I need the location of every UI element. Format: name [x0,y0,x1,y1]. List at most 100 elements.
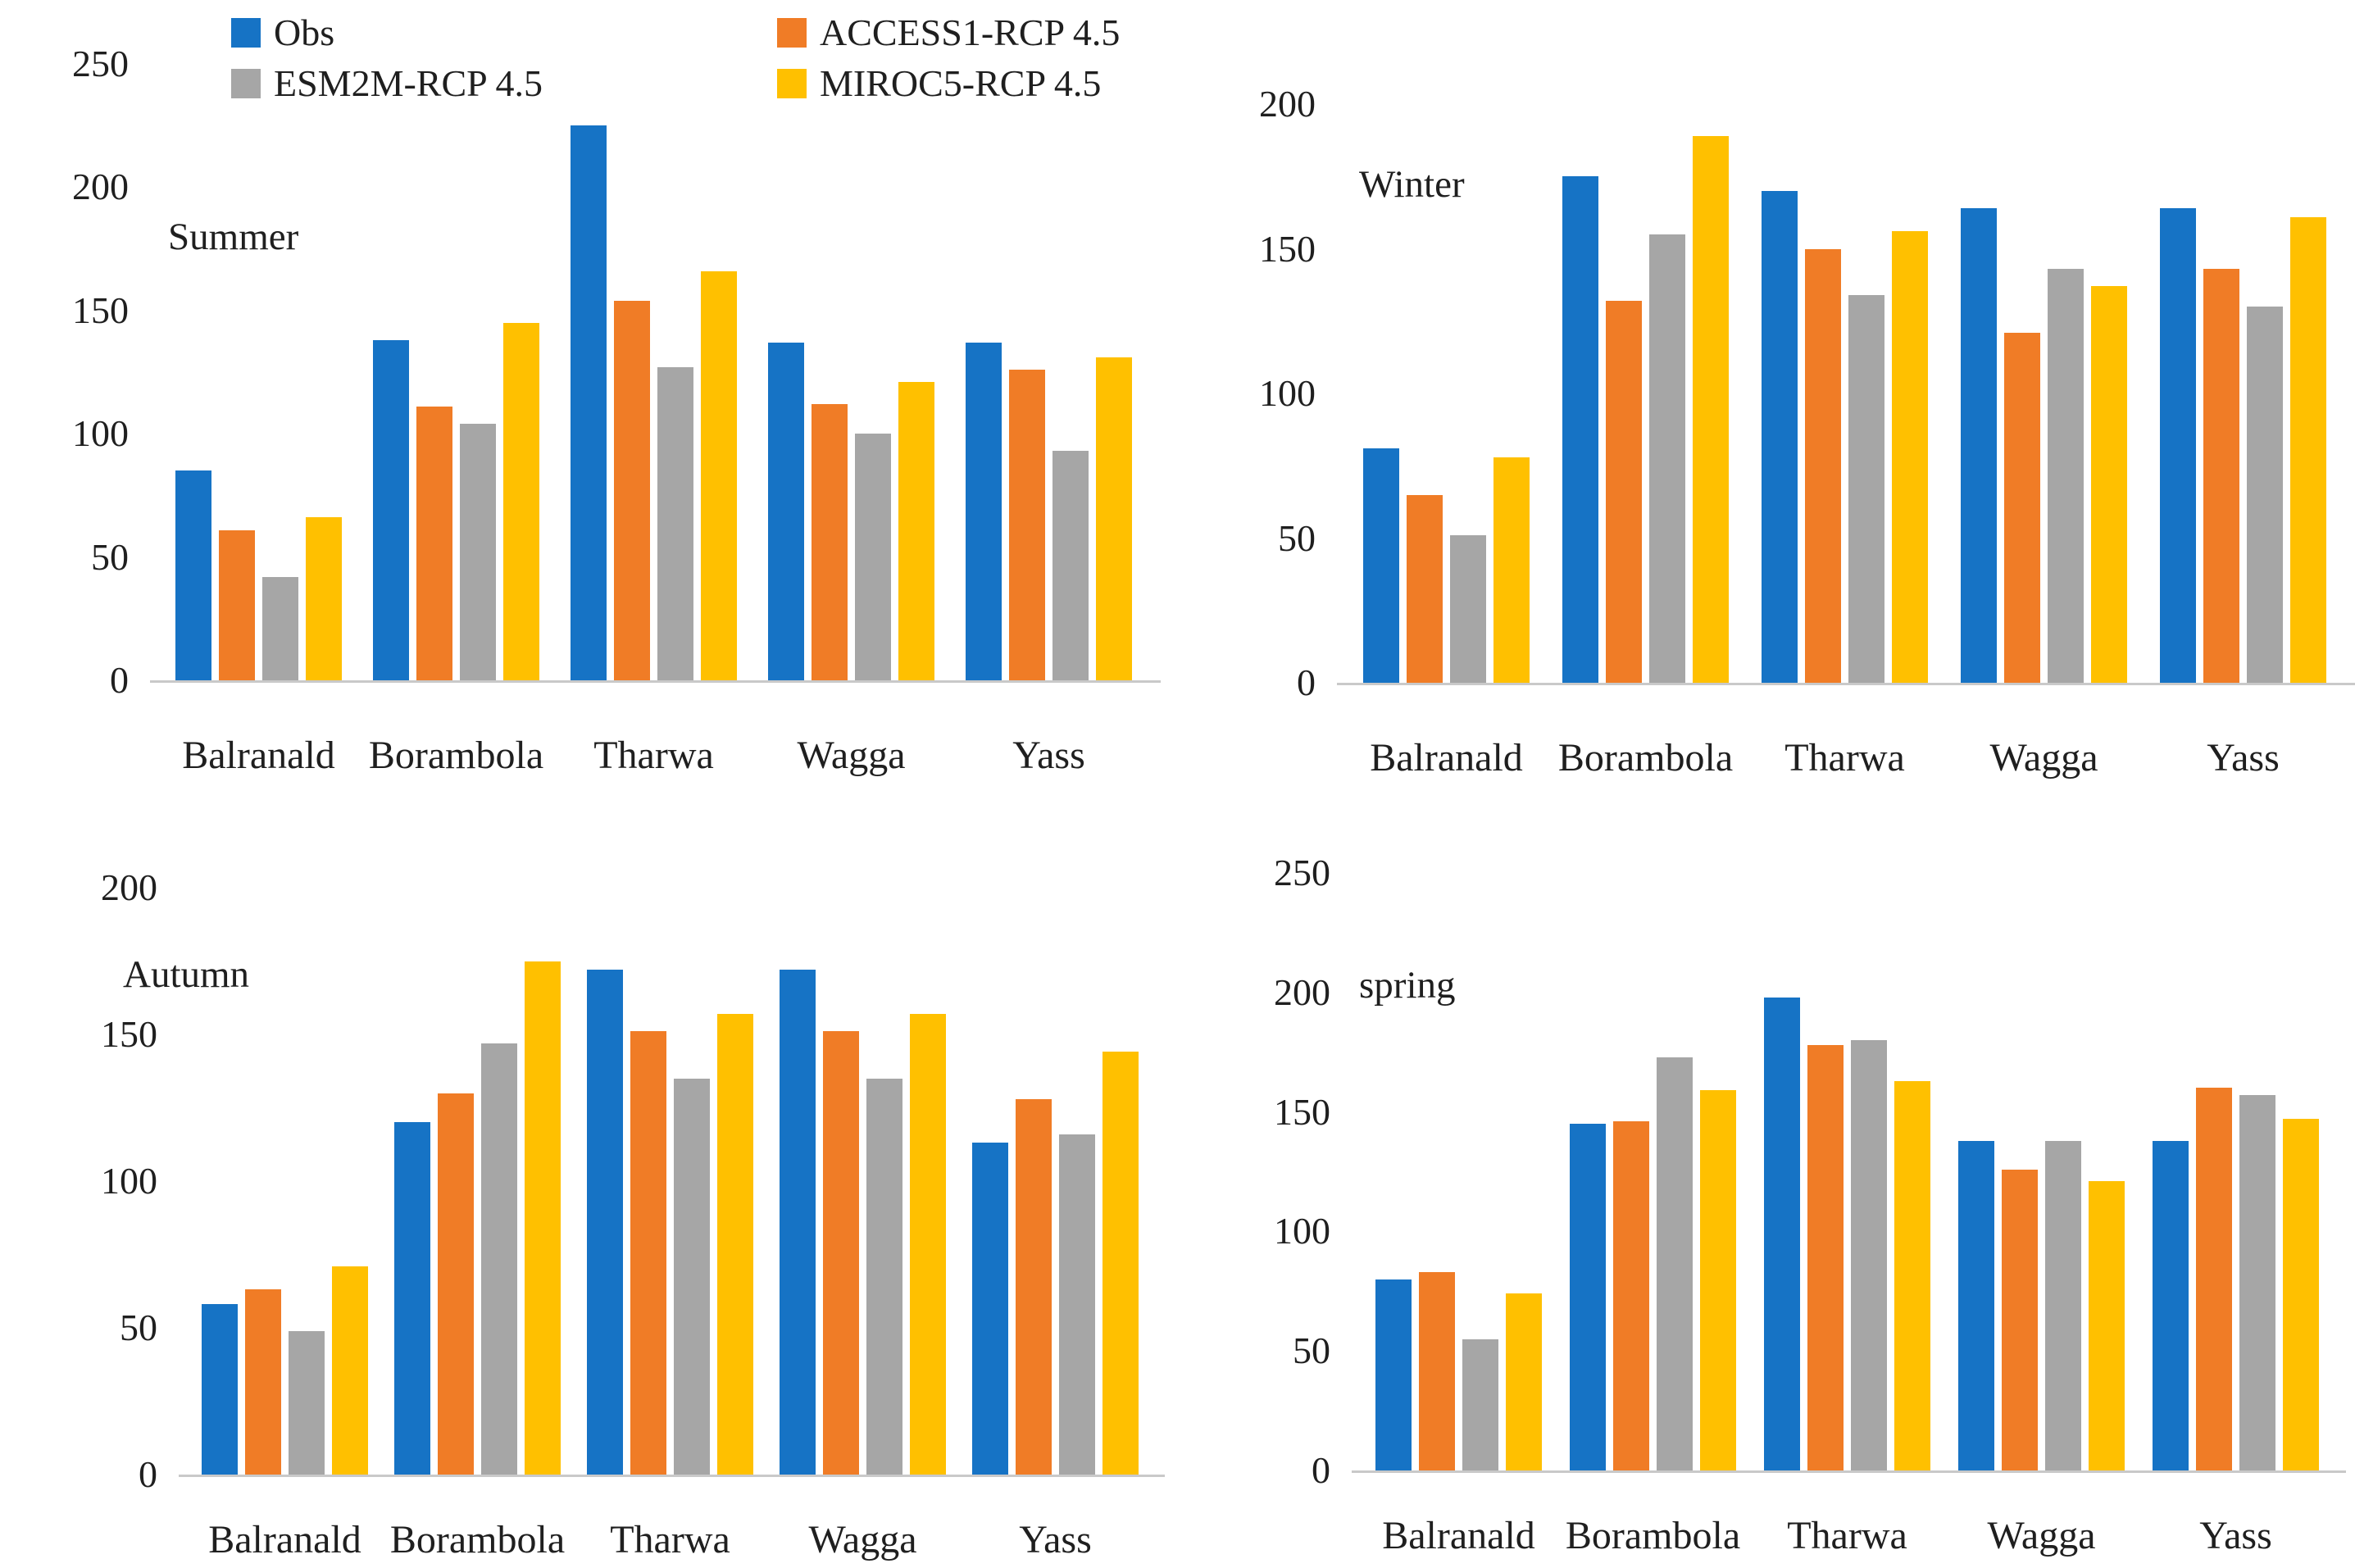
chart-title-autumn: Autumn [123,953,250,996]
legend-swatch-access1 [777,18,807,48]
bar-obs-balranald [175,470,211,680]
bar-obs-balranald [1363,448,1399,683]
bar-obs-wagga [1958,1140,1994,1470]
bar-miroc5-wagga [2089,1181,2125,1470]
bar-esm2m-tharwa [1848,294,1884,683]
legend-item-obs: Obs [231,11,334,54]
x-category-label: Balranald [1382,1514,1535,1557]
bar-esm2m-wagga [855,434,891,680]
bar-miroc5-borambola [1693,135,1729,683]
legend-swatch-obs [231,18,261,48]
bar-access1-wagga [812,404,848,680]
bar-miroc5-yass [2283,1119,2319,1470]
x-category-label: Borambola [389,1518,566,1561]
y-tick-label: 0 [139,1453,157,1495]
bar-obs-borambola [1570,1124,1606,1470]
x-category-label: Borambola [368,734,544,777]
x-category-label: Tharwa [1787,1514,1907,1557]
bar-esm2m-yass [1059,1134,1095,1475]
bar-esm2m-wagga [866,1078,902,1475]
bar-obs-wagga [1961,208,1997,683]
x-category-label: Yass [1019,1518,1092,1561]
bar-esm2m-borambola [481,1043,517,1475]
y-tick-label: 0 [110,659,129,701]
bar-access1-yass [2203,269,2239,683]
bar-access1-borambola [1606,301,1642,683]
bar-miroc5-yass [1096,357,1132,680]
x-category-label: Yass [1012,734,1085,777]
y-tick-label: 200 [1274,970,1330,1013]
bar-access1-yass [2196,1088,2232,1470]
y-tick-label: 50 [1278,516,1316,559]
bar-access1-balranald [245,1289,281,1475]
bar-esm2m-wagga [2045,1140,2081,1470]
y-tick-label: 50 [1293,1329,1330,1372]
bar-access1-tharwa [1807,1044,1844,1470]
x-axis-line [1337,683,2355,685]
bar-obs-borambola [394,1122,430,1475]
legend-swatch-esm2m [231,69,261,98]
plot-area-winter: 0 50 100 150 200 Balranald Borambola Tharwa Wagg… [1183,0,2355,820]
bar-obs-borambola [1562,176,1598,683]
bar-miroc5-balranald [1506,1293,1542,1470]
legend-swatch-miroc5 [777,69,807,98]
x-category-label: Balranald [208,1518,361,1561]
y-tick-label: 50 [120,1307,157,1348]
legend-item-access1: ACCESS1-RCP 4.5 [777,11,1120,54]
panel-winter: 0 50 100 150 200 Balranald Borambola Tharwa Wagg… [1183,0,2355,820]
bar-esm2m-yass [2239,1095,2275,1470]
x-category-label: Wagga [808,1518,917,1561]
bar-access1-tharwa [614,300,650,680]
y-tick-label: 150 [1274,1090,1330,1133]
y-tick-label: 200 [1259,83,1316,125]
x-axis-line [179,1475,1165,1477]
bar-obs-wagga [768,342,804,680]
bar-obs-tharwa [1762,190,1798,683]
legend-label-esm2m: ESM2M-RCP 4.5 [274,62,543,104]
x-category-label: Balranald [1370,736,1523,779]
bar-esm2m-borambola [460,424,496,680]
chart-title-spring: spring [1359,964,1456,1007]
x-category-label: Borambola [1557,736,1734,779]
x-category-label: Balranald [182,734,335,777]
bar-miroc5-tharwa [701,270,737,680]
x-category-label: Tharwa [593,734,714,777]
panel-summer: 0 50 100 150 200 250 Balranald Borambola Tharwa W… [0,0,1172,820]
bar-obs-balranald [1375,1279,1412,1470]
bar-obs-yass [966,342,1002,680]
x-axis-line [150,680,1161,683]
chart-title-summer: Summer [168,216,299,258]
bar-miroc5-yass [2290,216,2326,683]
bar-access1-tharwa [1805,248,1841,683]
panel-spring: 0 50 100 150 200 250 Balranald Borambola Tharwa W… [1183,820,2355,1568]
bar-miroc5-wagga [910,1013,946,1475]
x-category-label: Wagga [1987,1514,2096,1557]
bar-access1-borambola [416,407,452,680]
bar-esm2m-tharwa [1851,1040,1887,1470]
panel-autumn: 0 50 100 150 200 Balranald Borambola Tharwa Wagg… [0,820,1172,1568]
x-category-label: Wagga [797,734,906,777]
bar-miroc5-tharwa [717,1013,753,1475]
y-tick-label: 250 [72,43,129,84]
x-category-label: Tharwa [610,1518,730,1561]
bar-access1-yass [1009,369,1045,680]
bar-esm2m-balranald [1450,534,1486,683]
bar-access1-borambola [438,1093,474,1475]
x-category-label: Wagga [1989,736,2098,779]
bar-obs-yass [972,1143,1008,1475]
bar-esm2m-yass [2247,307,2283,683]
bar-esm2m-tharwa [657,366,693,680]
bar-access1-yass [1016,1098,1052,1475]
x-category-label: Yass [2199,1514,2272,1557]
bar-obs-tharwa [587,970,623,1475]
y-tick-label: 100 [1259,372,1316,414]
legend-label-access1: ACCESS1-RCP 4.5 [820,11,1121,53]
bar-miroc5-balranald [1493,457,1530,683]
y-tick-label: 100 [1274,1210,1330,1252]
bar-miroc5-borambola [1700,1090,1736,1470]
bar-miroc5-tharwa [1894,1080,1930,1470]
bar-obs-tharwa [571,125,607,680]
bar-obs-wagga [780,970,816,1475]
bar-obs-borambola [373,339,409,680]
y-tick-label: 0 [1297,661,1316,703]
